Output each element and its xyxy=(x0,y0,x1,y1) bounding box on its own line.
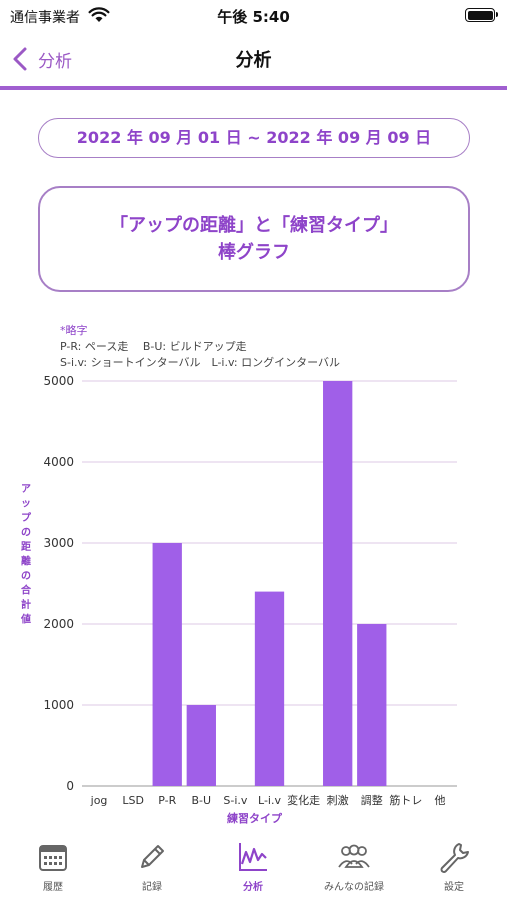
x-tick-label: LSD xyxy=(122,794,144,807)
x-tick-label: 刺激 xyxy=(327,793,349,807)
tab-label: 記録 xyxy=(142,882,162,893)
x-tick-label: 他 xyxy=(434,794,445,807)
chart-subtitle: 棒グラフ xyxy=(218,242,290,263)
pencil-icon xyxy=(141,845,164,868)
bar xyxy=(323,381,353,786)
wifi-icon xyxy=(88,7,110,22)
chart-title-box: 「アップの距離」と「練習タイプ」 棒グラフ xyxy=(38,186,470,292)
chevron-left-icon xyxy=(13,47,27,71)
clock: 午後 5:40 xyxy=(217,8,290,26)
battery-icon xyxy=(465,8,498,22)
tab-history[interactable]: 履歴 xyxy=(5,840,101,898)
abbreviation-heading: *略字 xyxy=(60,324,88,337)
line-chart-icon xyxy=(239,843,267,871)
calendar-icon xyxy=(39,845,67,871)
x-tick-label: jog xyxy=(90,794,108,807)
status-bar: 通信事業者 午後 5:40 xyxy=(0,0,507,32)
abbreviation-line-2: S-i.v: ショートインターバル L-i.v: ロングインターバル xyxy=(60,356,340,369)
abbreviation-line-1: P-R: ペース走 B-U: ビルドアップ走 xyxy=(60,340,247,353)
chart-title: 「アップの距離」と「練習タイプ」 xyxy=(110,215,398,236)
tab-bar: 履歴 記録 分析 みんなの記録 設定 xyxy=(0,838,507,900)
x-tick-label: 調整 xyxy=(361,793,383,807)
y-tick-label: 0 xyxy=(66,779,74,793)
tab-analysis[interactable]: 分析 xyxy=(205,840,301,898)
x-tick-label: 変化走 xyxy=(287,793,320,807)
y-tick-label: 2000 xyxy=(43,617,74,631)
navigation-bar: 分析 分析 xyxy=(0,32,507,86)
tab-settings[interactable]: 設定 xyxy=(406,840,502,898)
tab-everyone-records[interactable]: みんなの記録 xyxy=(306,840,402,898)
y-axis-label: アップの距離の合計値 xyxy=(20,483,32,626)
wrench-icon xyxy=(440,843,469,873)
y-tick-label: 3000 xyxy=(43,536,74,550)
x-tick-label: L-i.v xyxy=(258,794,281,807)
tab-label: 設定 xyxy=(444,882,464,893)
bar xyxy=(357,624,387,786)
bar xyxy=(254,591,285,786)
back-label: 分析 xyxy=(38,51,72,72)
people-icon xyxy=(338,844,370,868)
y-tick-label: 4000 xyxy=(43,455,74,469)
tab-label: 履歴 xyxy=(43,882,63,893)
x-tick-label: B-U xyxy=(192,794,212,807)
date-range-button[interactable]: 2022 年 09 月 01 日 ~ 2022 年 09 月 09 日 xyxy=(38,118,470,158)
x-axis-label: 練習タイプ xyxy=(227,811,283,825)
bar-chart: 0 1000 2000 3000 4000 5000 jog LSD P-R B-U S-i.v L-… xyxy=(20,374,457,825)
nav-divider xyxy=(0,86,507,90)
x-tick-label: S-i.v xyxy=(223,794,248,807)
tab-record[interactable]: 記録 xyxy=(104,840,200,898)
bar xyxy=(152,543,182,786)
page-title: 分析 xyxy=(235,50,272,71)
back-button[interactable]: 分析 xyxy=(10,44,72,74)
y-tick-label: 1000 xyxy=(43,698,74,712)
x-tick-label: 筋トレ xyxy=(389,793,422,807)
tab-label: 分析 xyxy=(243,882,263,893)
tab-label: みんなの記録 xyxy=(324,882,384,893)
y-tick-label: 5000 xyxy=(43,374,74,388)
battery-level xyxy=(467,10,493,20)
x-tick-label: P-R xyxy=(158,794,176,807)
bar xyxy=(186,705,216,786)
carrier-label: 通信事業者 xyxy=(10,10,80,26)
